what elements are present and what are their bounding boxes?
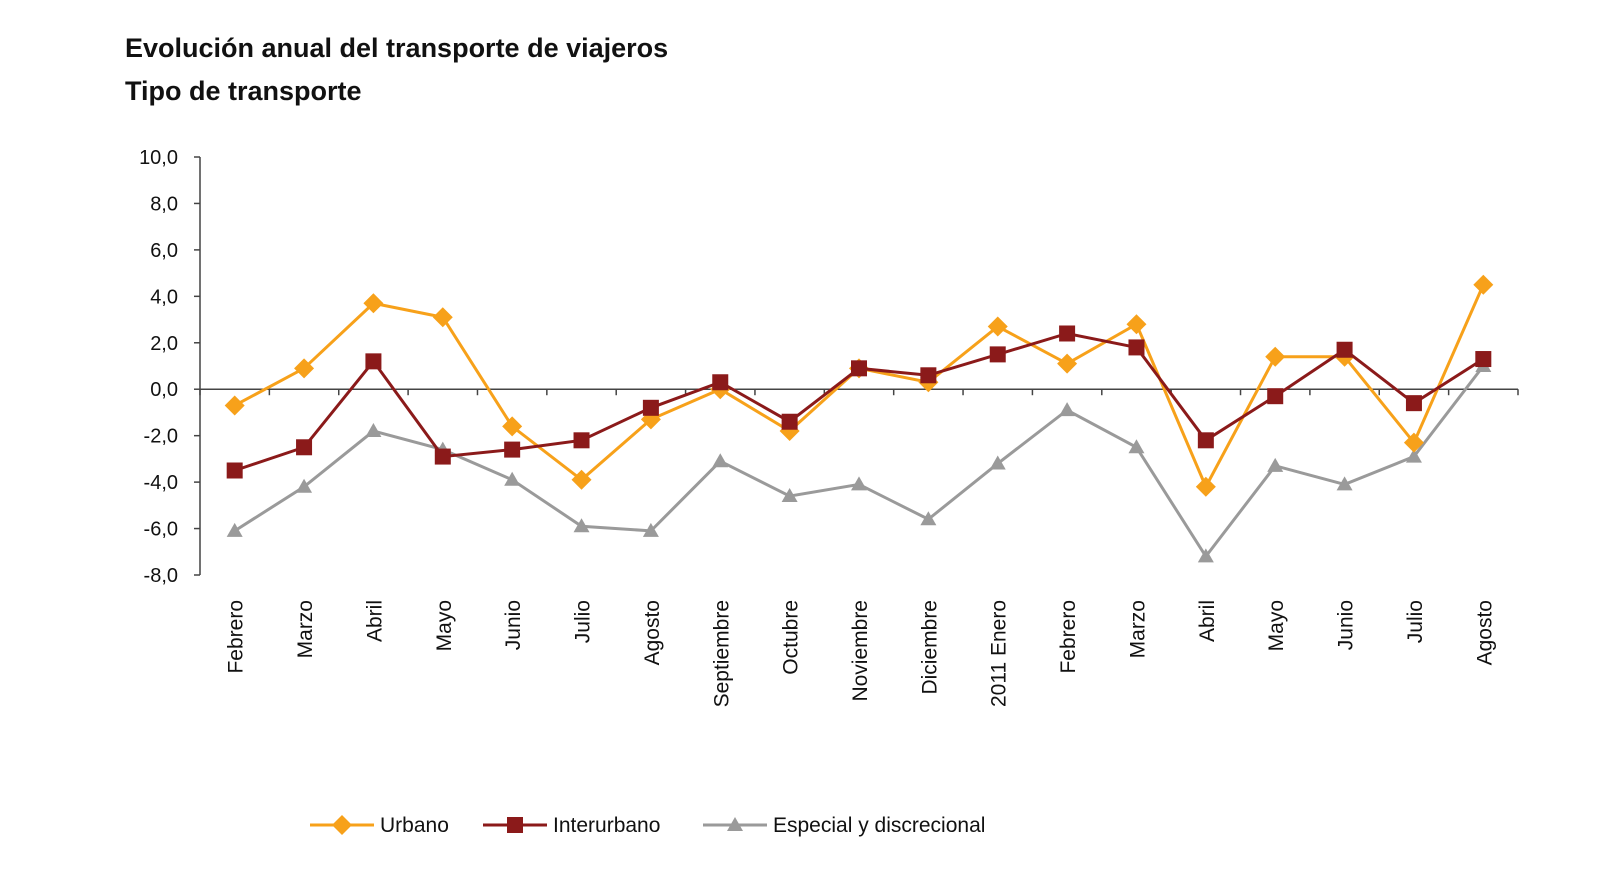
- data-point-square: [781, 413, 798, 430]
- data-point-square: [296, 439, 313, 456]
- y-tick-label: 10,0: [139, 147, 178, 169]
- data-point-square: [507, 817, 523, 833]
- data-point-triangle: [989, 455, 1006, 470]
- x-tick-label: Febrero: [225, 600, 248, 674]
- data-point-diamond: [1195, 476, 1216, 497]
- data-point-triangle: [920, 511, 937, 526]
- data-point-triangle: [1405, 448, 1422, 463]
- y-tick-label: -6,0: [144, 519, 178, 541]
- series-line: [233, 365, 1485, 560]
- data-point-diamond: [987, 316, 1008, 337]
- y-tick-label: -2,0: [144, 426, 178, 448]
- series-urbano: [224, 274, 1494, 497]
- data-point-diamond: [1265, 346, 1286, 367]
- legend-label: Interurbano: [553, 814, 660, 837]
- x-tick-label: Agosto: [641, 600, 664, 665]
- series-line: [234, 331, 1485, 472]
- data-point-square: [712, 374, 729, 391]
- x-tick-label: Febrero: [1057, 600, 1080, 674]
- series-interurbano: [226, 325, 1492, 479]
- data-point-square: [1405, 395, 1422, 412]
- legend-item: Urbano: [310, 814, 449, 837]
- x-tick-label: Marzo: [1126, 600, 1149, 658]
- y-tick-label: 6,0: [150, 240, 178, 262]
- data-point-square: [920, 367, 937, 384]
- series-line: [233, 284, 1485, 491]
- y-tick-label: -4,0: [144, 472, 178, 494]
- data-point-diamond: [1473, 274, 1494, 295]
- data-point-square: [504, 441, 521, 458]
- x-tick-label: Julio: [1404, 600, 1427, 643]
- x-tick-label: Noviembre: [849, 600, 872, 702]
- data-point-square: [1267, 388, 1284, 405]
- data-point-triangle: [296, 478, 313, 493]
- data-point-triangle: [1059, 402, 1076, 417]
- x-tick-label: Agosto: [1473, 600, 1496, 665]
- data-point-triangle: [712, 453, 729, 468]
- data-point-square: [1336, 341, 1353, 358]
- data-point-diamond: [363, 293, 384, 314]
- data-point-square: [1059, 325, 1076, 342]
- x-tick-label: Septiembre: [710, 600, 733, 707]
- data-point-square: [434, 448, 451, 465]
- chart-subtitle: Tipo de transporte: [125, 76, 362, 106]
- data-point-triangle: [504, 471, 521, 486]
- data-point-diamond: [432, 307, 453, 328]
- data-point-square: [1197, 432, 1214, 449]
- data-point-diamond: [224, 395, 245, 416]
- data-point-triangle: [727, 817, 743, 831]
- data-point-diamond: [571, 469, 592, 490]
- data-point-triangle: [226, 522, 243, 537]
- x-tick-label: Diciembre: [918, 600, 941, 695]
- x-tick-label: Julio: [572, 600, 595, 643]
- x-tick-label: 2011 Enero: [988, 600, 1011, 707]
- y-tick-label: 2,0: [150, 333, 178, 355]
- data-point-diamond: [1126, 314, 1147, 335]
- data-point-diamond: [1057, 353, 1078, 374]
- data-point-triangle: [851, 476, 867, 491]
- x-tick-label: Marzo: [294, 600, 317, 658]
- data-point-square: [1475, 351, 1492, 368]
- data-point-diamond: [332, 815, 352, 835]
- legend-item: Especial y discrecional: [703, 814, 985, 837]
- data-point-diamond: [294, 358, 315, 379]
- y-tick-label: 0,0: [150, 379, 178, 401]
- x-tick-label: Octubre: [780, 600, 803, 675]
- data-point-triangle: [573, 518, 590, 533]
- data-point-square: [851, 360, 867, 377]
- x-tick-label: Mayo: [433, 600, 456, 651]
- x-tick-label: Mayo: [1265, 600, 1288, 651]
- data-point-square: [989, 346, 1006, 363]
- y-tick-label: 8,0: [150, 193, 178, 215]
- legend-label: Urbano: [380, 814, 449, 837]
- data-point-triangle: [1197, 548, 1214, 563]
- y-tick-label: 4,0: [150, 286, 178, 308]
- data-point-square: [1128, 339, 1145, 356]
- legend-label: Especial y discrecional: [773, 814, 985, 837]
- data-point-square: [573, 432, 590, 449]
- data-point-square: [642, 399, 659, 416]
- data-point-triangle: [1128, 439, 1145, 454]
- data-point-square: [226, 462, 243, 479]
- x-tick-label: Abril: [363, 600, 386, 642]
- legend-item: Interurbano: [483, 814, 660, 837]
- data-point-triangle: [781, 488, 798, 503]
- chart-title: Evolución anual del transporte de viajer…: [125, 33, 669, 63]
- data-point-triangle: [365, 423, 382, 438]
- x-tick-label: Junio: [1335, 600, 1358, 650]
- data-point-square: [365, 353, 382, 370]
- x-tick-label: Junio: [502, 600, 525, 650]
- data-point-diamond: [1403, 432, 1424, 453]
- data-point-triangle: [1336, 476, 1353, 491]
- data-point-triangle: [642, 522, 659, 537]
- y-tick-label: -8,0: [144, 565, 178, 587]
- data-point-diamond: [502, 416, 523, 437]
- x-tick-label: Abril: [1196, 600, 1219, 642]
- data-point-triangle: [1267, 457, 1284, 472]
